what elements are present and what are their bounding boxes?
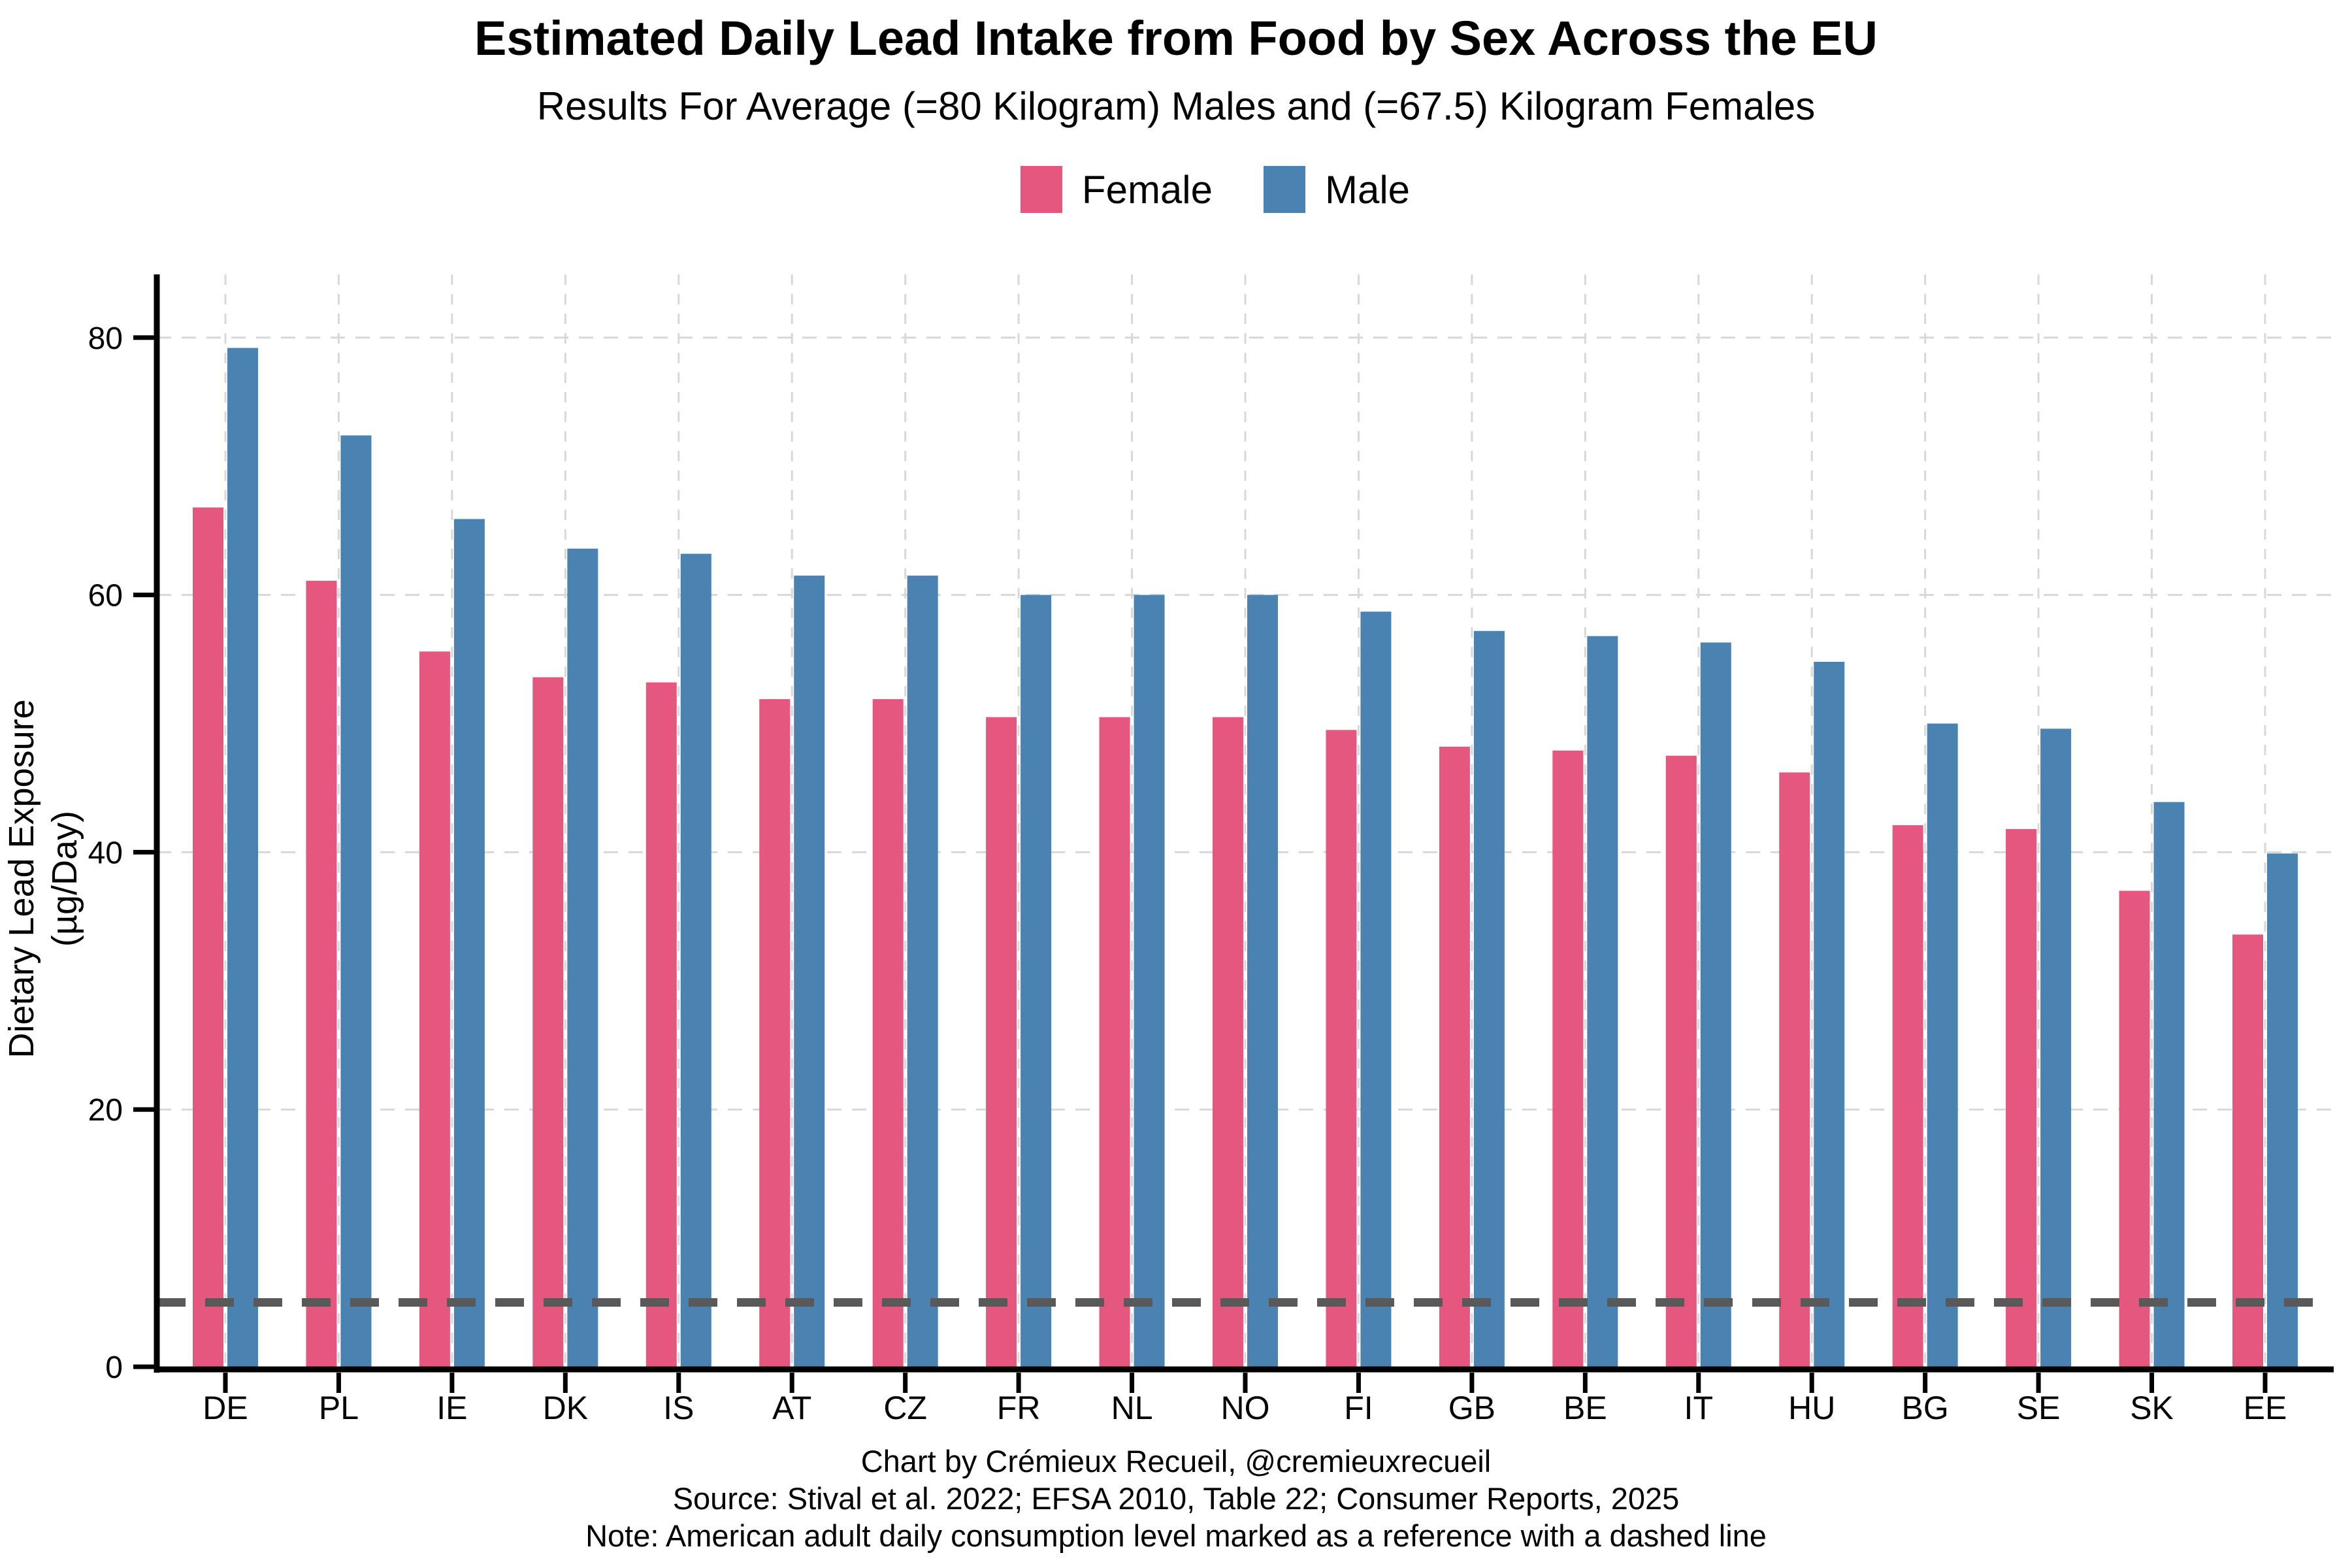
x-tick-label-AT: AT <box>772 1390 811 1426</box>
bar-female-AT <box>759 699 791 1367</box>
bar-female-FI <box>1326 730 1357 1367</box>
bar-male-DE <box>227 348 258 1367</box>
legend-item-male: Male <box>1264 166 1410 213</box>
legend: Female Male <box>39 166 2352 213</box>
bar-male-FI <box>1360 612 1392 1367</box>
bar-female-HU <box>1779 772 1810 1367</box>
legend-item-female: Female <box>1020 166 1213 213</box>
bar-male-GB <box>1473 630 1505 1367</box>
y-tick-label-80: 80 <box>88 321 123 356</box>
caption-note: Note: American adult daily consumption l… <box>585 1518 1767 1553</box>
bar-male-BE <box>1587 636 1618 1367</box>
bar-female-BE <box>1552 750 1584 1367</box>
bar-female-IS <box>645 682 677 1367</box>
bar-female-PL <box>306 580 337 1367</box>
bar-female-SK <box>2119 890 2150 1367</box>
x-tick-label-DE: DE <box>203 1390 248 1426</box>
bar-male-BG <box>1927 723 1958 1367</box>
x-tick-label-IE: IE <box>436 1390 467 1426</box>
bar-female-DE <box>193 507 223 1367</box>
bar-male-HU <box>1814 661 1845 1367</box>
legend-label: Male <box>1325 167 1411 212</box>
x-tick-label-EE: EE <box>2244 1390 2287 1426</box>
bar-male-AT <box>794 576 825 1367</box>
bar-female-BG <box>1892 825 1923 1367</box>
x-tick-label-HU: HU <box>1788 1390 1835 1426</box>
caption-credit: Chart by Crémieux Recueil, @cremieuxrecu… <box>860 1444 1492 1478</box>
bar-female-EE <box>2232 934 2263 1367</box>
x-tick-label-PL: PL <box>319 1390 359 1426</box>
bar-female-DK <box>532 677 564 1367</box>
bar-female-IT <box>1665 755 1697 1367</box>
caption-block: Chart by Crémieux Recueil, @cremieuxrecu… <box>0 1443 2352 1554</box>
bar-male-IS <box>680 553 711 1367</box>
bar-female-NO <box>1213 717 1243 1367</box>
bar-male-IE <box>453 519 485 1367</box>
chart-title: Estimated Daily Lead Intake from Food by… <box>474 11 1878 65</box>
bar-male-NL <box>1134 595 1165 1367</box>
y-tick-label-20: 20 <box>88 1093 123 1128</box>
bar-male-DK <box>567 548 598 1367</box>
x-tick-label-DK: DK <box>543 1390 588 1426</box>
bar-male-PL <box>340 435 372 1367</box>
male-swatch-icon <box>1264 166 1305 213</box>
x-tick-label-BG: BG <box>1902 1390 1949 1426</box>
bar-male-SE <box>2040 728 2072 1367</box>
chart-subtitle: Results For Average (=80 Kilogram) Males… <box>536 84 1816 128</box>
legend-label: Female <box>1081 167 1213 212</box>
bar-male-SK <box>2153 802 2185 1367</box>
x-tick-label-FR: FR <box>997 1390 1041 1426</box>
female-swatch-icon <box>1020 166 1062 213</box>
bar-female-CZ <box>872 699 904 1367</box>
y-tick-label-0: 0 <box>105 1350 123 1385</box>
x-tick-label-NL: NL <box>1111 1390 1153 1426</box>
bar-female-FR <box>986 717 1017 1367</box>
caption-source: Source: Stival et al. 2022; EFSA 2010, T… <box>672 1481 1680 1516</box>
bar-female-NL <box>1099 717 1130 1367</box>
x-tick-label-SK: SK <box>2130 1390 2174 1426</box>
y-tick-label-40: 40 <box>88 836 123 870</box>
bar-male-FR <box>1021 595 1052 1367</box>
x-tick-label-BE: BE <box>1563 1390 1607 1426</box>
bar-male-EE <box>2267 853 2298 1367</box>
bar-male-CZ <box>907 576 938 1367</box>
bar-female-SE <box>2006 828 2037 1367</box>
bar-male-IT <box>1700 642 1731 1367</box>
x-tick-label-IT: IT <box>1684 1390 1713 1426</box>
x-tick-label-CZ: CZ <box>883 1390 927 1426</box>
x-tick-label-GB: GB <box>1448 1390 1495 1426</box>
x-tick-label-FI: FI <box>1344 1390 1373 1426</box>
bar-female-GB <box>1439 746 1470 1367</box>
x-tick-label-IS: IS <box>663 1390 694 1426</box>
bar-male-NO <box>1247 595 1278 1367</box>
bar-female-IE <box>419 651 450 1367</box>
x-tick-label-SE: SE <box>2017 1390 2061 1426</box>
y-tick-label-60: 60 <box>88 579 123 613</box>
x-tick-label-NO: NO <box>1221 1390 1270 1426</box>
